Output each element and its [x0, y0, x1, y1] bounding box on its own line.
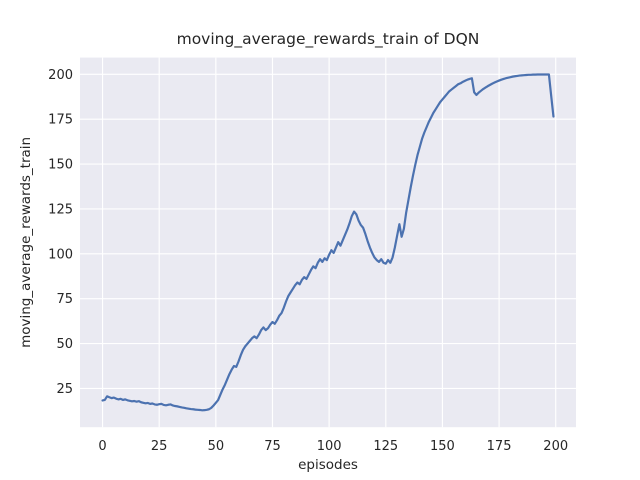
tick-label-layer: 0 25 50 75 100 125 150 175 200 25 50 75 100 125 150 175… — [48, 68, 568, 454]
y-tick-label: 175 — [48, 113, 73, 128]
chart-title: moving_average_rewards_train of DQN — [177, 30, 480, 49]
y-axis-label: moving_average_rewards_train — [18, 137, 34, 348]
x-tick-label: 25 — [151, 439, 168, 454]
x-tick-label: 0 — [98, 439, 106, 454]
y-tick-label: 25 — [56, 382, 73, 397]
y-tick-label: 100 — [48, 247, 73, 262]
y-tick-label: 50 — [56, 337, 73, 352]
x-axis-label: episodes — [298, 457, 358, 473]
x-tick-label: 200 — [543, 439, 568, 454]
gridline-layer — [80, 57, 576, 428]
y-tick-label: 125 — [48, 202, 73, 217]
x-tick-label: 100 — [317, 439, 342, 454]
y-tick-label: 150 — [48, 158, 73, 173]
series-layer — [101, 73, 555, 412]
plot-area — [80, 57, 576, 428]
x-tick-label: 125 — [373, 439, 398, 454]
y-tick-label: 200 — [48, 68, 73, 83]
y-tick-label: 75 — [56, 292, 73, 307]
x-tick-label: 150 — [430, 439, 455, 454]
x-tick-label: 175 — [487, 439, 512, 454]
x-tick-label: 50 — [208, 439, 225, 454]
series-line-moving_average_rewards_train — [101, 73, 555, 412]
x-tick-label: 75 — [264, 439, 281, 454]
plot-background-layer — [80, 57, 576, 428]
